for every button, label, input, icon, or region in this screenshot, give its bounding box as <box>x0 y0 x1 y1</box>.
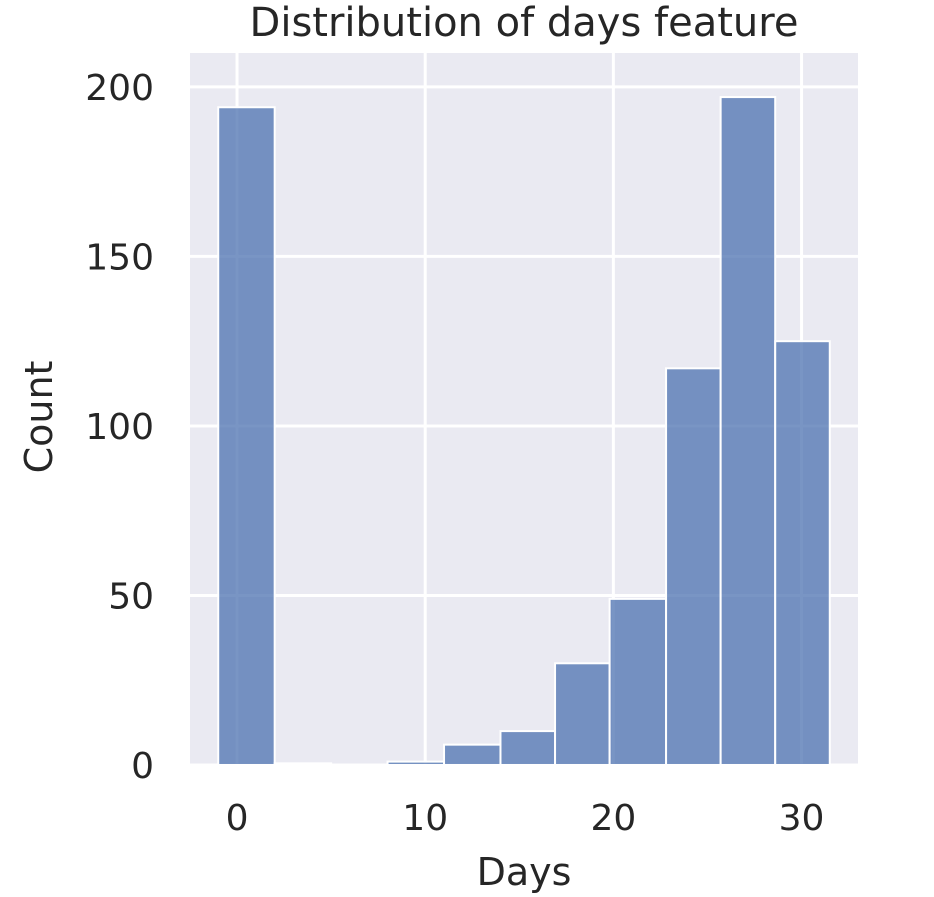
x-tick-label: 30 <box>779 798 825 839</box>
histogram-bar <box>217 106 276 766</box>
chart-title: Distribution of days feature <box>250 0 799 46</box>
histogram-bar <box>608 597 668 766</box>
x-tick-label: 20 <box>590 798 636 839</box>
x-axis-label: Days <box>477 850 572 894</box>
y-axis-label: Count <box>17 361 61 474</box>
y-tick-labels: 0 50 100 150 200 <box>85 68 154 787</box>
x-tick-label: 0 <box>226 798 249 839</box>
histogram-bar <box>386 760 446 766</box>
histogram-bars <box>217 96 831 767</box>
x-tick-label: 10 <box>402 798 448 839</box>
histogram-bar <box>273 762 333 766</box>
y-tick-label: 200 <box>85 68 154 109</box>
y-tick-label: 100 <box>85 407 154 448</box>
y-tick-label: 50 <box>108 576 154 617</box>
y-tick-label: 0 <box>131 746 154 787</box>
histogram-bar <box>774 340 831 766</box>
histogram-bar <box>443 743 502 767</box>
histogram-bar <box>719 96 777 767</box>
histogram-bar <box>499 730 557 766</box>
y-tick-label: 150 <box>85 237 154 278</box>
histogram-bar <box>665 367 722 766</box>
x-tick-labels: 0 10 20 30 <box>226 798 825 839</box>
histogram-bar <box>554 662 611 766</box>
